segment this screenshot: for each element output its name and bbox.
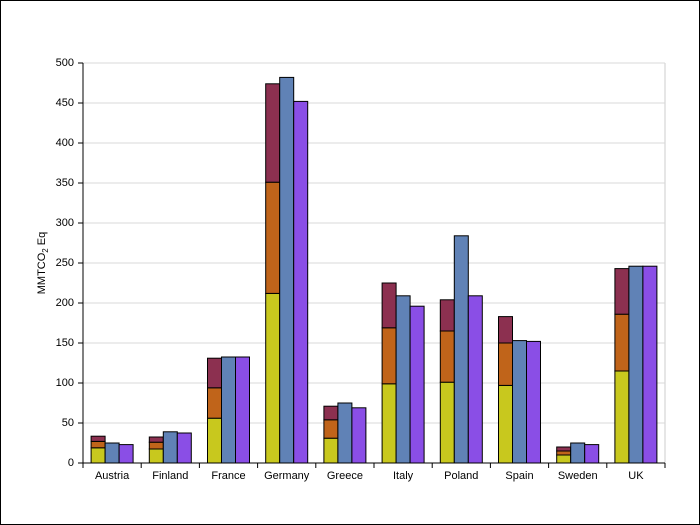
bar: [439, 330, 455, 383]
bar: [512, 340, 527, 464]
bar: [323, 405, 339, 421]
bar: [235, 356, 250, 464]
bar: [570, 442, 586, 464]
bar: [395, 295, 411, 464]
bar: [207, 387, 222, 419]
y-label-suffix: Eq: [36, 232, 48, 245]
bar: [265, 181, 281, 294]
bar: [118, 444, 134, 464]
bar: [90, 435, 106, 442]
bar: [90, 447, 106, 464]
y-tick-label: 500: [56, 57, 74, 69]
y-tick-label: 400: [56, 137, 74, 149]
x-tick-label: Greece: [327, 470, 363, 482]
bar: [556, 454, 572, 464]
bar: [293, 100, 309, 464]
bar: [90, 440, 106, 449]
bar: [467, 295, 483, 464]
y-tick-label: 0: [68, 457, 74, 469]
bar: [453, 235, 469, 464]
y-tick-label: 450: [56, 97, 74, 109]
y-tick-label: 100: [56, 377, 74, 389]
bar: [381, 383, 397, 464]
bar: [207, 357, 222, 389]
x-tick-label: Finland: [152, 470, 188, 482]
bar: [323, 419, 339, 439]
bar: [104, 442, 120, 464]
y-tick-label: 150: [56, 337, 74, 349]
y-tick-label: 250: [56, 257, 74, 269]
bar: [221, 356, 236, 464]
bar: [409, 305, 425, 464]
bar: [323, 437, 339, 464]
y-tick-label: 350: [56, 177, 74, 189]
x-tick-label: UK: [628, 470, 644, 482]
bar: [148, 436, 164, 443]
y-tick-label: 300: [56, 217, 74, 229]
bar: [148, 441, 164, 450]
bar: [628, 265, 644, 464]
y-axis-label: MMTCO2 Eq: [36, 232, 50, 294]
bar: [642, 265, 658, 464]
bar: [556, 450, 572, 456]
bar: [614, 313, 630, 372]
bar: [498, 342, 513, 386]
bar: [498, 384, 513, 464]
bar: [337, 402, 353, 464]
y-label-subscript: 2: [41, 248, 50, 253]
bar: [207, 417, 222, 464]
bar: [614, 370, 630, 464]
bar: [439, 299, 455, 332]
y-tick-label: 50: [62, 417, 74, 429]
bar: [279, 76, 295, 464]
bar: [381, 327, 397, 385]
x-tick-label: Austria: [95, 470, 130, 482]
y-tick-label: 200: [56, 297, 74, 309]
bar: [162, 431, 178, 464]
bar: [265, 292, 281, 464]
x-tick-label: Spain: [505, 470, 533, 482]
x-tick-label: Sweden: [558, 470, 598, 482]
bar: [439, 381, 455, 464]
bar: [176, 432, 192, 464]
x-tick-label: Poland: [444, 470, 478, 482]
bar: [584, 444, 600, 464]
y-label-text: MMTCO: [36, 252, 48, 294]
bar: [498, 316, 513, 344]
bar: [614, 268, 630, 315]
bar: [526, 340, 541, 464]
bar: [148, 448, 164, 464]
bar: [381, 282, 397, 329]
bar: [351, 407, 367, 464]
x-tick-label: Germany: [264, 470, 310, 482]
x-tick-label: Italy: [393, 470, 414, 482]
bar: [556, 446, 572, 452]
x-tick-label: France: [211, 470, 245, 482]
bar: [265, 83, 281, 183]
